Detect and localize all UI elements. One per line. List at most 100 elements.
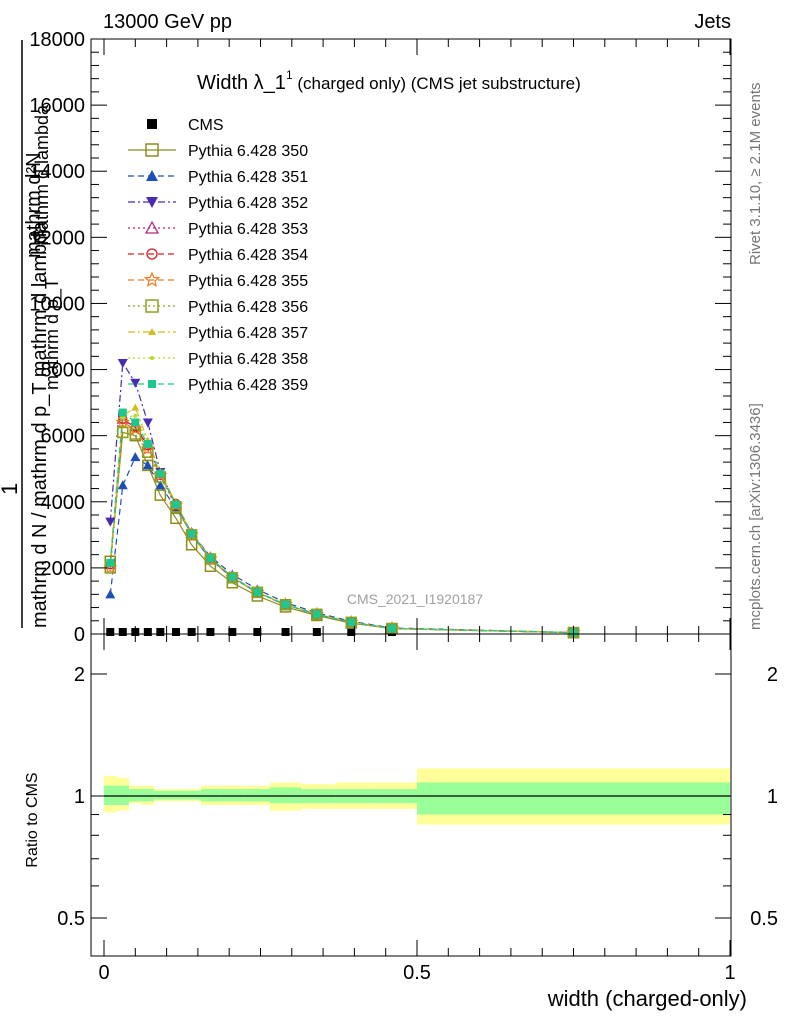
y-tick-label: 16000: [29, 95, 85, 117]
data-point: [146, 248, 158, 260]
data-point: [187, 529, 196, 538]
series-line: [109, 431, 574, 634]
legend-label: Pythia 6.428 358: [188, 351, 308, 368]
ratio-y-tick-label-right: 2: [767, 664, 778, 686]
data-point: [206, 554, 215, 563]
data-point: [131, 418, 140, 427]
y-tick-label: 18000: [29, 29, 85, 51]
data-point: [142, 460, 153, 470]
y-tick-label: 10000: [29, 293, 85, 315]
ratio-y-tick-label: 2: [74, 664, 85, 686]
x-tick-label: 1: [724, 962, 735, 984]
data-point: [143, 439, 152, 448]
ratio-band-stat: [244, 789, 270, 802]
data-point: [279, 598, 292, 611]
data-point: [130, 452, 141, 462]
ratio-band-stat: [104, 785, 117, 806]
data-point: [131, 403, 140, 411]
data-point: [147, 119, 157, 129]
ratio-frame: [90, 633, 732, 957]
data-point: [148, 380, 156, 388]
series-line: [109, 406, 574, 634]
data-point: [187, 628, 196, 636]
ratio-y-tick-label-right: 1: [767, 786, 778, 808]
main-y-ticks: 0 2000 4000 6000 8000 10000 12000 14000 16000 180…: [29, 29, 731, 646]
data-point: [156, 469, 165, 478]
data-point: [154, 489, 167, 501]
data-point: [312, 610, 321, 619]
ratio-y-tick-label: 0.5: [57, 908, 85, 930]
data-point: [171, 500, 180, 509]
data-point: [129, 428, 142, 440]
main-series-markers: [103, 358, 581, 639]
title-sup: 1: [286, 68, 293, 82]
data-point: [146, 197, 158, 208]
mcplots-label: mcplots.cern.ch [arXiv:1306.3436]: [747, 403, 764, 630]
ratio-band-stat: [201, 789, 220, 802]
data-point: [253, 628, 262, 636]
y-tick-label: 14000: [29, 161, 85, 183]
x-axis-label: width (charged-only): [547, 986, 747, 1011]
data-point: [347, 618, 356, 627]
series-line: [109, 456, 574, 634]
legend-label: Pythia 6.428 355: [188, 273, 308, 290]
data-point: [148, 328, 156, 335]
data-point: [228, 628, 237, 636]
legend-label: Pythia 6.428 359: [188, 377, 308, 394]
ratio-x-ticks: 0 0.5 1: [98, 634, 736, 984]
data-point: [118, 628, 127, 636]
data-point: [171, 628, 180, 636]
x-tick-label: 0.5: [403, 962, 431, 984]
data-point: [226, 572, 239, 584]
data-point: [228, 573, 237, 582]
legend-label: Pythia 6.428 350: [188, 143, 308, 160]
ylabel-part-3: mathrm d p_T: [42, 278, 63, 390]
data-point: [133, 413, 138, 418]
data-point: [143, 271, 161, 287]
ratio-band-stat: [141, 789, 155, 802]
data-point: [150, 356, 154, 360]
data-point: [253, 588, 262, 597]
series-line: [109, 361, 574, 634]
ylabel-part-0: mathrm d²N: [23, 152, 45, 258]
legend-label: Pythia 6.428 357: [188, 325, 308, 342]
data-point: [117, 426, 129, 439]
data-point: [105, 589, 116, 599]
title-suffix: (charged only) (CMS jet substructure): [293, 74, 581, 93]
data-point: [130, 378, 141, 388]
legend-label: Pythia 6.428 353: [188, 221, 308, 238]
y-tick-label: 6000: [41, 426, 86, 448]
data-point: [156, 628, 165, 636]
data-point: [347, 628, 356, 636]
data-point: [145, 299, 159, 313]
series-line: [109, 411, 574, 634]
ratio-band-stat: [154, 790, 167, 800]
data-point: [281, 600, 290, 609]
data-point: [115, 414, 131, 429]
data-point: [281, 628, 290, 636]
ratio-y-tick-label: 1: [74, 786, 85, 808]
y-tick-label: 0: [74, 624, 85, 646]
series-line: [109, 421, 574, 634]
y-tick-label: 8000: [41, 360, 86, 382]
data-point: [345, 616, 358, 629]
ratio-band-stat: [417, 782, 730, 815]
header-right: Jets: [694, 11, 731, 33]
legend-label: Pythia 6.428 354: [188, 247, 308, 264]
ratio-y-tick-label-right: 0.5: [750, 908, 778, 930]
header-left: 13000 GeV pp: [103, 11, 232, 33]
x-tick-label: 0: [98, 962, 109, 984]
data-point: [387, 624, 396, 633]
data-point: [106, 558, 115, 567]
data-point: [206, 628, 215, 636]
main-series-lines: [109, 361, 574, 634]
data-point: [145, 143, 159, 157]
data-point: [117, 480, 128, 490]
ratio-panel: 0.5 0.51 12 2 0 0.5 1 Ratio to CMS width (cha…: [24, 633, 778, 1011]
y-tick-label: 2000: [41, 558, 86, 580]
data-point: [143, 628, 152, 636]
data-point: [106, 628, 115, 636]
data-point: [311, 608, 323, 621]
rivet-version-label: Rivet 3.1.10, ≥ 2.1M events: [747, 83, 764, 266]
